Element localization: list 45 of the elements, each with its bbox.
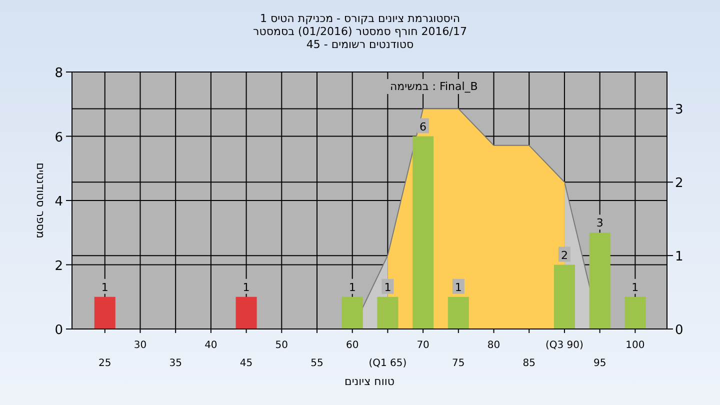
x-tick-label: 45 — [240, 358, 253, 369]
y2-tick-label: 2 — [675, 176, 684, 192]
bar — [624, 296, 646, 329]
data-label: 1 — [454, 280, 462, 294]
y-tick-label: 6 — [54, 130, 63, 146]
x-tick-label: 60 — [346, 340, 359, 351]
y-tick-label: 4 — [54, 194, 63, 210]
data-label: 1 — [348, 280, 356, 294]
data-label: 1 — [384, 280, 392, 294]
data-label: 1 — [242, 280, 250, 294]
bar — [412, 136, 434, 329]
x-tick-label: 40 — [204, 340, 218, 351]
y-axis-title: מספר סטודנטים — [34, 162, 47, 238]
x-tick-label: 50 — [275, 340, 288, 351]
x-tick-label: 30 — [134, 340, 147, 351]
text: סטודנטים רשומים - 45 — [306, 38, 414, 51]
data-label: 3 — [596, 216, 604, 230]
y2-tick-label: 1 — [675, 250, 684, 265]
y-tick-label: 2 — [54, 258, 63, 274]
x-tick-label: 70 — [416, 340, 430, 351]
bar — [94, 296, 116, 329]
x-tick-label: 35 — [169, 358, 182, 369]
chart-subtitle: 2016/17 חורף סמסטר (01/2016) בסמסטר — [253, 25, 467, 38]
data-label: 1 — [101, 280, 108, 294]
x-tick-label: 75 — [452, 358, 465, 369]
y2-tick-label: 0 — [675, 323, 684, 338]
y2-tick-label: 3 — [675, 102, 684, 118]
x-axis-title: טווח ציונים — [344, 375, 394, 388]
x-tick-label: 25 — [98, 358, 112, 369]
data-label: 1 — [632, 280, 639, 294]
annotation: Final_B : במשימה — [390, 80, 478, 93]
y-tick-label: 0 — [54, 323, 63, 338]
bar — [448, 296, 469, 329]
chart-title: היסטוגרמת ציונים בקורס - מכניקת הטיס 1 — [260, 12, 460, 25]
x-tick-label: (Q1 65) — [368, 358, 407, 369]
x-tick-label: 95 — [593, 358, 606, 369]
x-tick-label: 100 — [626, 340, 645, 351]
x-tick-label: 80 — [487, 340, 500, 351]
bar — [236, 296, 257, 329]
y-tick-label: 8 — [54, 66, 63, 81]
x-tick-label: 55 — [310, 358, 324, 369]
x-tick-label: 85 — [522, 358, 536, 369]
data-label: 6 — [420, 120, 427, 134]
data-label: 2 — [560, 248, 568, 262]
x-tick-label: (Q3 90) — [546, 340, 584, 351]
